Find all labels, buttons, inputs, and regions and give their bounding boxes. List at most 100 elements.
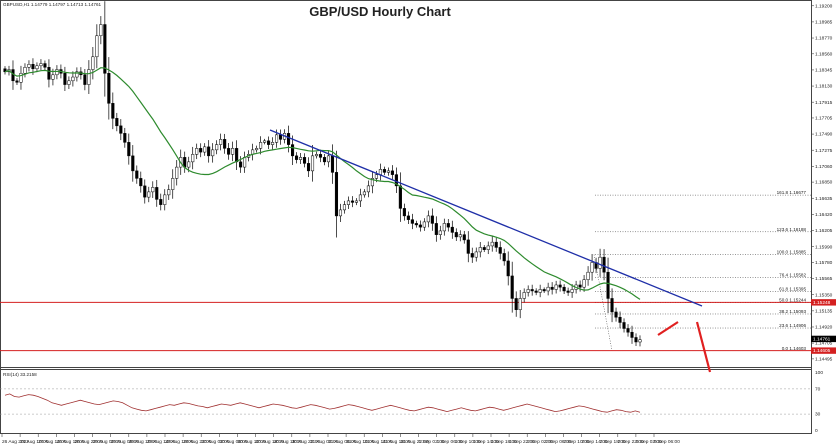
price-tick-label: 1.15990	[815, 244, 833, 250]
chart-frame	[0, 0, 812, 434]
candle-body	[414, 223, 418, 226]
candle-body	[27, 64, 31, 68]
candle-body	[127, 142, 131, 157]
price-axis: 1.19200 1.18985 1.18770 1.18560 1.18345 1.181…	[811, 3, 833, 362]
candle-body	[111, 103, 115, 119]
time-tick-label: 1 Sep 14:00	[473, 439, 499, 445]
candle-body	[586, 271, 590, 280]
candle-body	[354, 200, 358, 203]
candle-body	[294, 155, 299, 160]
candle-body	[506, 260, 510, 277]
candle-body	[566, 290, 570, 293]
horizontal-levels: 1.15248 1.14605	[0, 299, 836, 354]
candle-body	[418, 224, 422, 228]
candle-body	[602, 256, 606, 273]
candle-body	[366, 185, 370, 193]
candle-body	[31, 64, 35, 70]
candle-body	[526, 289, 530, 293]
time-tick-label: 1 Sep 02:00	[419, 439, 445, 445]
time-tick-label: 31 Aug 06:00	[328, 439, 357, 445]
candle-body	[203, 146, 207, 153]
candle-body	[638, 339, 642, 343]
candle-body	[263, 140, 267, 143]
candle-body	[175, 166, 179, 179]
price-tick-label: 1.18560	[815, 51, 833, 57]
candle-body	[502, 253, 506, 262]
price-tick-label: 1.17915	[815, 100, 833, 106]
candle-body	[67, 80, 71, 85]
candle-body	[518, 298, 522, 310]
time-tick-label: 29 Aug 22:00	[183, 439, 212, 445]
fib-label: 61.8 1.15395	[779, 286, 806, 291]
time-tick-label: 2 Sep 22:00	[618, 439, 644, 445]
price-tick-label: 1.14495	[815, 356, 833, 362]
price-tick-label: 1.17060	[815, 164, 833, 170]
price-tick-label: 1.19200	[815, 3, 833, 9]
candle-body	[390, 170, 394, 175]
candle-body	[450, 226, 454, 233]
candle-body	[498, 247, 502, 254]
candle-body	[358, 194, 362, 202]
candle-body	[306, 163, 311, 172]
time-tick-label: 31 Aug 02:00	[310, 439, 339, 445]
candle-body	[255, 148, 259, 151]
time-tick-label: 1 Sep 06:00	[437, 439, 463, 445]
candle-body	[386, 170, 390, 173]
candle-body	[434, 223, 438, 235]
fib-levels: 161.8 1.16677 123.6 1.16188 100.0 1.15885 7…	[593, 190, 811, 352]
candle-body	[159, 199, 163, 205]
price-tick-label: 1.15350	[815, 292, 833, 298]
candle-body	[103, 24, 107, 74]
current-price-background	[811, 335, 836, 343]
candle-body	[546, 286, 550, 292]
candle-body	[119, 125, 123, 134]
candle-body	[187, 161, 191, 168]
candle-body	[622, 322, 626, 329]
fib-label: 123.6 1.16188	[777, 227, 807, 232]
candle-body	[211, 149, 215, 157]
candle-body	[530, 289, 534, 292]
price-tick-label: 1.15780	[815, 260, 833, 266]
candle-body	[19, 73, 23, 83]
candle-body	[215, 144, 219, 151]
time-tick-label: 30 Aug 14:00	[256, 439, 285, 445]
candle-body	[51, 74, 55, 80]
time-tick-label: 29 Aug 14:00	[147, 439, 176, 445]
candle-body	[430, 215, 434, 224]
candle-body	[155, 187, 159, 200]
candle-body	[614, 311, 618, 318]
fib-label: 100.0 1.15885	[777, 250, 807, 255]
candle-body	[11, 69, 15, 82]
candle-body	[227, 148, 231, 155]
time-tick-label: 26 Aug 22:00	[74, 439, 103, 445]
time-tick-label: 29 Aug 02:00	[93, 439, 122, 445]
rsi-panel: 100 70 30 0	[0, 370, 823, 434]
candle-body	[267, 140, 271, 145]
candle-body	[298, 157, 303, 160]
rsi-tick-label: 100	[815, 370, 823, 376]
candle-body	[558, 284, 562, 288]
time-tick-label: 2 Sep 02:00	[527, 439, 553, 445]
candle-body	[139, 178, 143, 187]
candle-body	[63, 73, 67, 85]
candle-body	[462, 234, 466, 241]
candle-body	[394, 174, 398, 187]
candle-body	[534, 290, 538, 293]
time-tick-label: 2 Sep 18:00	[600, 439, 626, 445]
candle-body	[630, 331, 634, 338]
time-tick-label: 30 Aug 22:00	[292, 439, 321, 445]
candle-body	[35, 65, 39, 70]
candle-body	[326, 155, 331, 163]
fib-label: 161.8 1.16677	[777, 190, 807, 195]
time-tick-label: 30 Aug 10:00	[237, 439, 266, 445]
candle-body	[259, 142, 263, 149]
candle-body	[219, 139, 223, 145]
candle-body	[378, 169, 382, 175]
candle-body	[582, 279, 586, 288]
candle-body	[370, 178, 374, 187]
candle-body	[494, 241, 498, 248]
candle-body	[538, 289, 542, 293]
candle-body	[279, 134, 283, 140]
current-price-box: 1.14761	[811, 335, 836, 343]
candle-body	[362, 191, 366, 196]
